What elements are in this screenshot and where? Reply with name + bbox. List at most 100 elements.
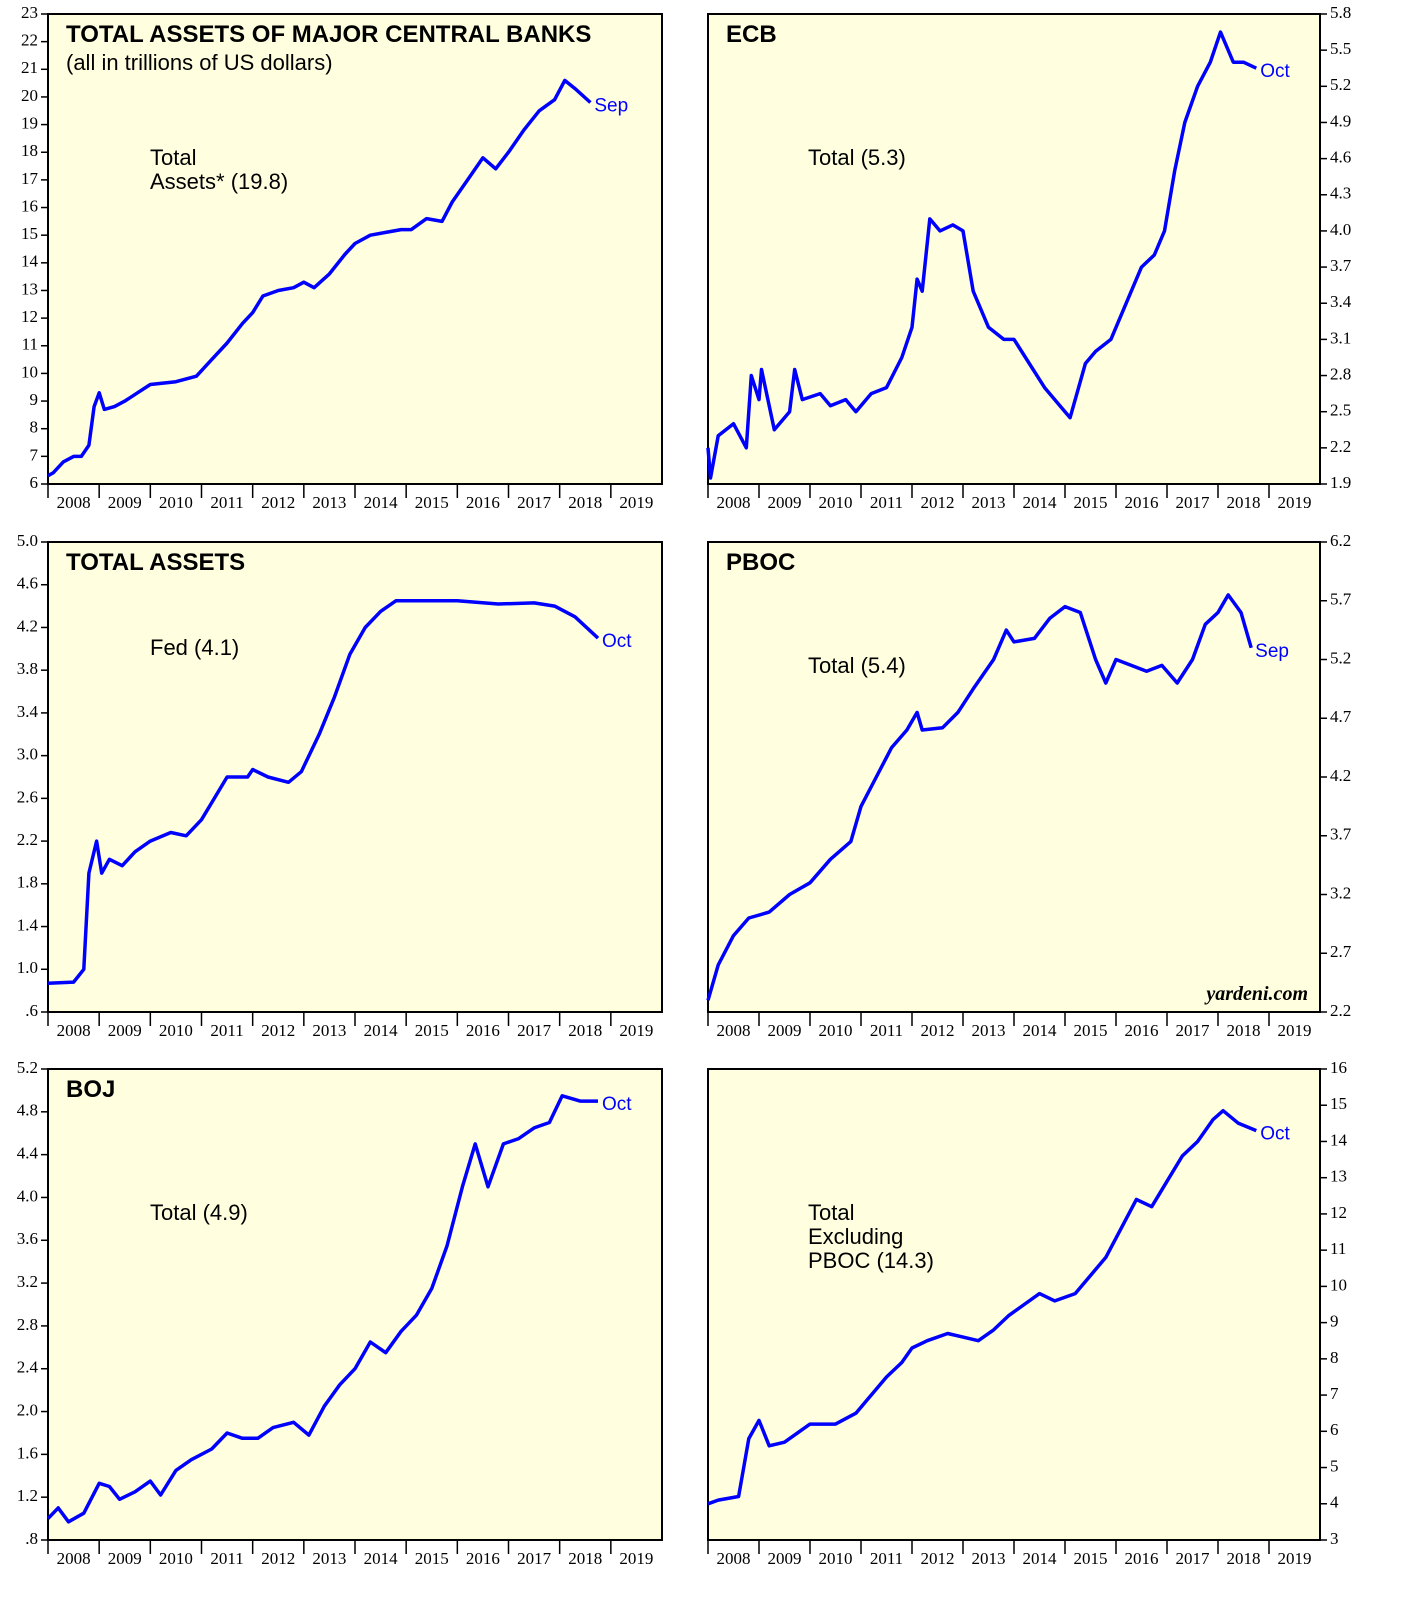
y-tick-label: 6 [1330, 1420, 1339, 1439]
x-tick-label: 2008 [717, 493, 751, 512]
y-tick-label: 2.2 [1330, 437, 1351, 456]
annotation: Total (5.3) [808, 145, 906, 170]
x-tick-label: 2013 [972, 1021, 1006, 1040]
x-tick-label: 2019 [619, 1549, 653, 1568]
x-tick-label: 2012 [921, 1549, 955, 1568]
panel-subtitle: (all in trillions of US dollars) [66, 50, 333, 75]
y-tick-label: 4.3 [1330, 184, 1351, 203]
plot-area [47, 1068, 663, 1541]
x-tick-label: 2010 [159, 1549, 193, 1568]
y-tick-label: 7 [30, 445, 39, 464]
x-tick-label: 2016 [1125, 1549, 1159, 1568]
x-tick-label: 2017 [517, 1549, 552, 1568]
x-tick-label: 2014 [364, 1021, 399, 1040]
y-tick-label: 4.2 [17, 616, 38, 635]
x-tick-label: 2015 [1074, 1021, 1108, 1040]
data-line [706, 593, 1253, 1001]
y-tick-label: 3.7 [1330, 256, 1352, 275]
y-tick-label: 3.2 [17, 1272, 38, 1291]
x-tick-label: 2014 [364, 1549, 399, 1568]
x-tick-label: 2018 [1227, 493, 1261, 512]
y-tick-label: 1.8 [17, 873, 38, 892]
y-tick-label: 12 [21, 307, 38, 326]
x-tick-label: 2017 [1176, 1021, 1211, 1040]
x-tick-label: 2013 [312, 1021, 346, 1040]
x-tick-label: 2019 [1278, 493, 1312, 512]
x-tick-label: 2014 [364, 493, 399, 512]
x-tick-label: 2011 [210, 493, 243, 512]
x-tick-label: 2019 [1278, 1549, 1312, 1568]
panel: 3 4 5 6 7 8 9 10 11 12 13 14 15 16 2008 2009 2010 2011 201… [707, 1058, 1348, 1568]
y-tick-label: 14 [1330, 1130, 1348, 1149]
data-line [706, 30, 1258, 480]
y-tick-label: 9 [30, 390, 39, 409]
plot-area [707, 541, 1321, 1013]
y-tick-label: 11 [22, 335, 38, 354]
x-tick-label: 2009 [108, 1021, 142, 1040]
x-tick-label: 2018 [568, 1021, 602, 1040]
y-tick-label: 2.7 [1330, 942, 1352, 961]
annotation: Excluding [808, 1224, 903, 1249]
plot-area [707, 1068, 1321, 1541]
x-tick-label: 2017 [1176, 1549, 1211, 1568]
x-tick-label: 2010 [819, 493, 853, 512]
y-tick-label: 4.0 [1330, 220, 1351, 239]
x-tick-label: 2017 [1176, 493, 1211, 512]
x-tick-label: 2012 [261, 1549, 295, 1568]
y-tick-label: 22 [21, 31, 38, 50]
y-tick-label: 1.9 [1330, 473, 1351, 492]
y-tick-label: 1.4 [17, 915, 39, 934]
y-tick-label: 1.2 [17, 1486, 38, 1505]
y-tick-label: .6 [25, 1001, 38, 1020]
x-tick-label: 2012 [261, 493, 295, 512]
y-tick-label: 20 [21, 86, 38, 105]
x-tick-label: 2018 [1227, 1549, 1261, 1568]
x-tick-label: 2015 [1074, 1549, 1108, 1568]
y-tick-label: 2.4 [17, 1358, 39, 1377]
annotation: Fed (4.1) [150, 635, 239, 660]
end-label: Sep [1255, 641, 1289, 662]
x-tick-label: 2014 [1023, 1549, 1058, 1568]
y-tick-label: 2.5 [1330, 401, 1351, 420]
y-tick-label: 5.7 [1330, 590, 1352, 609]
y-tick-label: 2.2 [1330, 1001, 1351, 1020]
x-tick-label: 2009 [768, 493, 802, 512]
y-tick-label: 7 [1330, 1384, 1339, 1403]
annotation: PBOC (14.3) [808, 1248, 934, 1273]
y-tick-label: 17 [21, 169, 39, 188]
x-tick-label: 2015 [1074, 493, 1108, 512]
y-tick-label: 5.0 [17, 531, 38, 550]
x-tick-label: 2011 [870, 493, 903, 512]
x-tick-label: 2008 [57, 1021, 91, 1040]
y-tick-label: 15 [1330, 1094, 1347, 1113]
end-label: Oct [602, 631, 632, 652]
y-tick-label: 1.0 [17, 958, 38, 977]
y-tick-label: 6.2 [1330, 531, 1351, 550]
x-tick-label: 2016 [1125, 1021, 1159, 1040]
y-tick-label: 3.4 [17, 702, 39, 721]
x-tick-label: 2013 [972, 493, 1006, 512]
y-tick-label: 11 [1330, 1239, 1346, 1258]
x-tick-label: 2010 [819, 1021, 853, 1040]
y-tick-label: 3.1 [1330, 328, 1351, 347]
y-tick-label: 3.2 [1330, 883, 1351, 902]
y-tick-label: 13 [1330, 1167, 1347, 1186]
y-tick-label: 10 [21, 362, 38, 381]
x-tick-label: 2008 [717, 1549, 751, 1568]
y-tick-label: 5.8 [1330, 3, 1351, 22]
y-tick-label: 2.2 [17, 830, 38, 849]
panel-title: TOTAL ASSETS [66, 549, 245, 576]
y-tick-label: 23 [21, 3, 38, 22]
y-tick-label: 4.0 [17, 1186, 38, 1205]
x-tick-label: 2011 [870, 1549, 903, 1568]
x-tick-label: 2013 [972, 1549, 1006, 1568]
x-tick-label: 2010 [159, 493, 193, 512]
y-tick-label: 4.9 [1330, 111, 1351, 130]
y-tick-label: 3.8 [17, 659, 38, 678]
y-tick-label: 4.6 [17, 574, 38, 593]
x-tick-label: 2013 [312, 493, 346, 512]
y-tick-label: 6 [30, 473, 39, 492]
x-tick-label: 2011 [870, 1021, 903, 1040]
x-tick-label: 2018 [1227, 1021, 1261, 1040]
x-tick-label: 2009 [768, 1021, 802, 1040]
